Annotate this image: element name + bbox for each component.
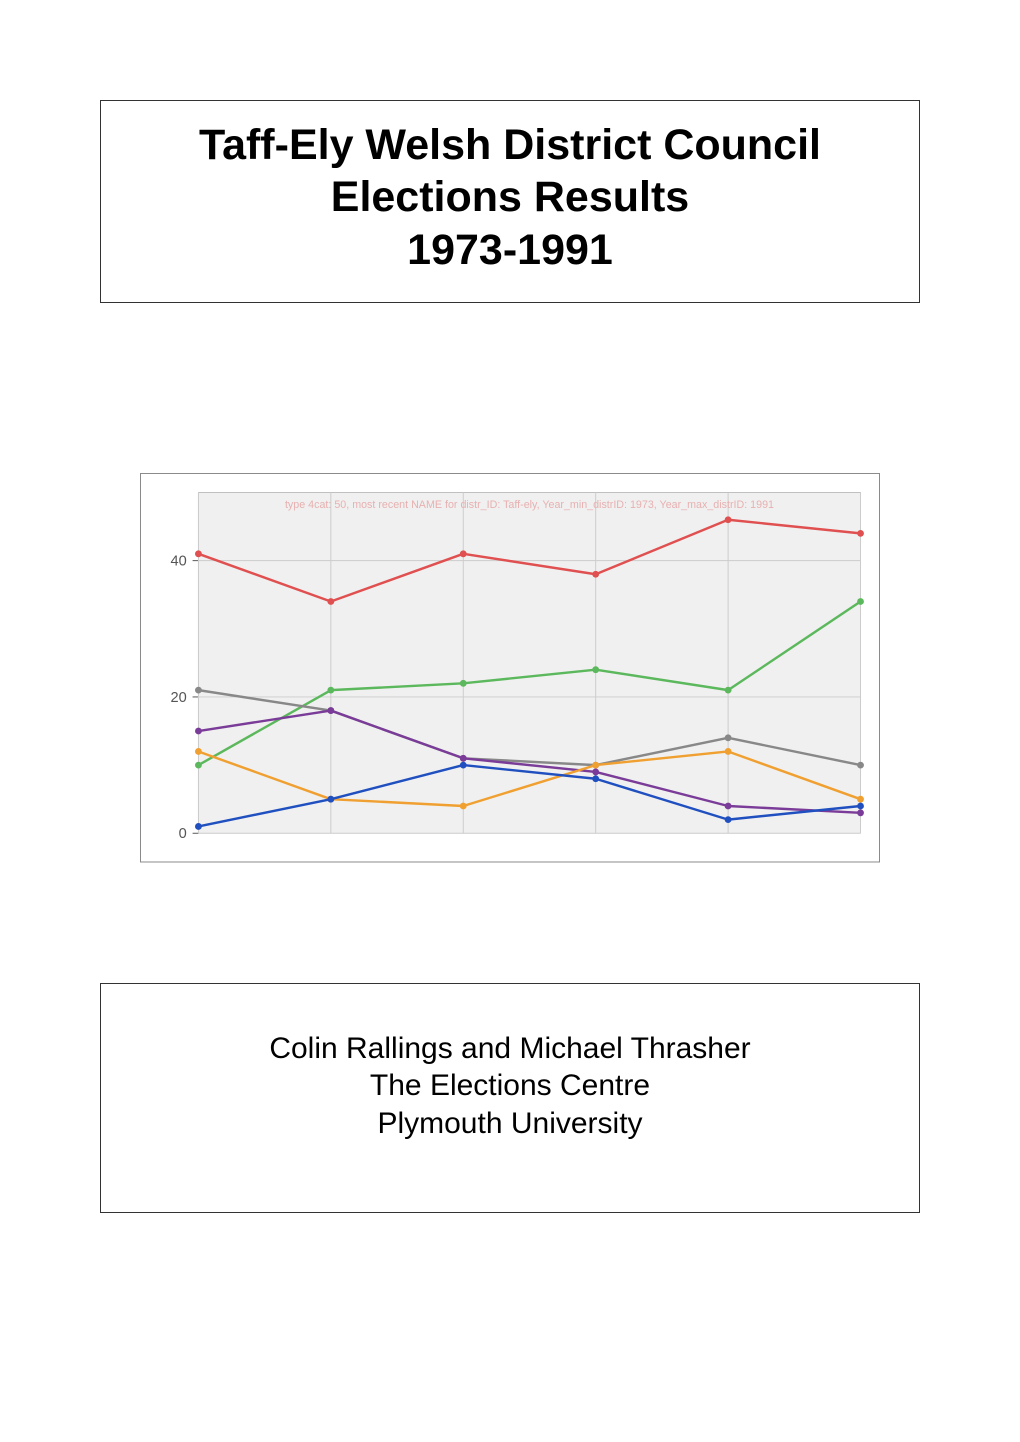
title-line-1: Taff-Ely Welsh District Council (199, 121, 821, 169)
svg-text:type 4cat: 50, most recent NAM: type 4cat: 50, most recent NAME for dist… (285, 499, 774, 511)
title-box: Taff-Ely Welsh District Council Election… (100, 100, 920, 303)
authors-text: Colin Rallings and Michael Thrasher The … (121, 1030, 899, 1143)
document-title: Taff-Ely Welsh District Council Election… (121, 119, 899, 276)
title-line-2: Elections Results (331, 173, 689, 221)
authors-line-1: Colin Rallings and Michael Thrasher (269, 1032, 750, 1065)
chart-container: 0 20 40 type 4cat: 50, most recent NAME for… (140, 473, 880, 862)
svg-text:40: 40 (171, 554, 187, 570)
authors-line-3: Plymouth University (377, 1107, 642, 1140)
svg-text:0: 0 (179, 826, 187, 842)
authors-box: Colin Rallings and Michael Thrasher The … (100, 983, 920, 1214)
line-chart: 0 20 40 type 4cat: 50, most recent NAME for… (140, 473, 880, 862)
authors-line-2: The Elections Centre (370, 1069, 650, 1102)
document-page: Taff-Ely Welsh District Council Election… (0, 0, 1020, 1442)
svg-text:20: 20 (171, 690, 187, 706)
title-line-3: 1973-1991 (407, 226, 613, 274)
